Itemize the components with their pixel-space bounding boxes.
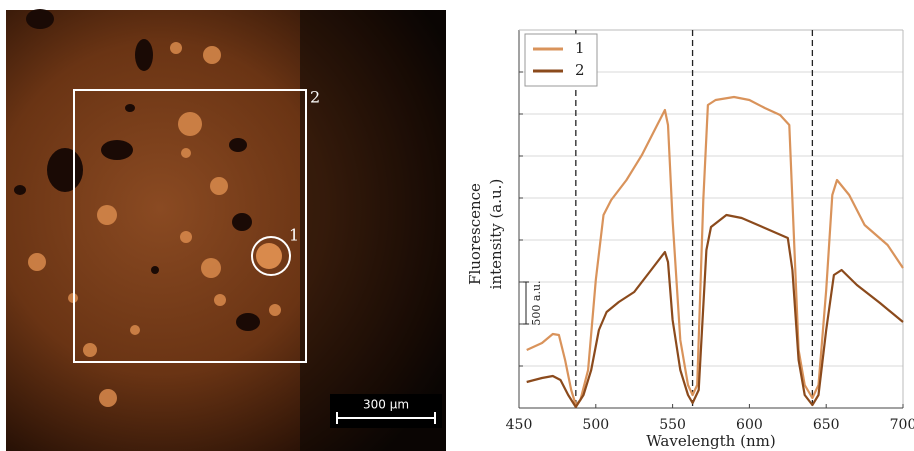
roi-label: 1 bbox=[289, 226, 299, 245]
series-line bbox=[526, 95, 904, 407]
legend-label: 1 bbox=[575, 39, 585, 57]
scale-bar-label: 500 a.u. bbox=[530, 280, 543, 325]
x-tick-label: 700 bbox=[890, 417, 914, 433]
y-axis-label: Fluorescence bbox=[466, 183, 484, 285]
x-tick-label: 500 bbox=[582, 417, 609, 433]
y-axis-label: intensity (a.u.) bbox=[487, 179, 505, 290]
scale-bar-label: 300 µm bbox=[363, 398, 409, 412]
x-tick-label: 450 bbox=[506, 417, 533, 433]
micrograph: 2 1 300 µm bbox=[6, 9, 446, 451]
x-tick-label: 600 bbox=[736, 417, 763, 433]
series-line bbox=[526, 213, 904, 409]
x-tick-label: 550 bbox=[659, 417, 686, 433]
roi-label: 2 bbox=[310, 88, 320, 107]
plot: 450 500 550 600 650 700 Wavelength (nm) Fluores… bbox=[466, 29, 914, 450]
x-axis-label: Wavelength (nm) bbox=[646, 432, 775, 450]
legend-box bbox=[524, 33, 598, 87]
legend-label: 2 bbox=[575, 61, 585, 79]
x-tick-label: 650 bbox=[813, 417, 840, 433]
